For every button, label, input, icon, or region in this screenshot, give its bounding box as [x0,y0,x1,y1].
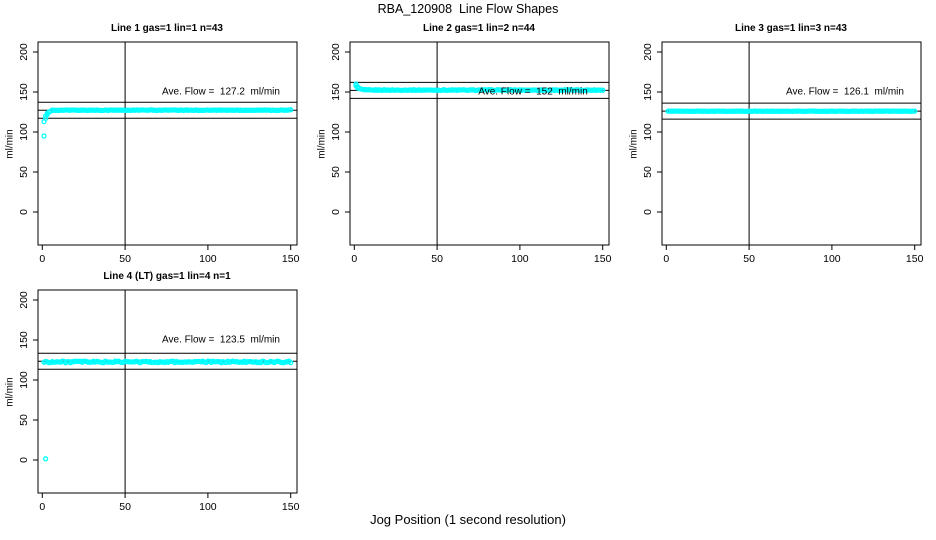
y-tick-label: 0 [330,209,342,215]
plot-area: 0 50 100 150 0 50 100 150 200 [18,41,300,265]
x-tick-label: 100 [511,253,529,265]
subplot-line-2: Line 2 gas=1 lin=2 n=44 ml/min 0 50 100 150… [312,18,624,270]
y-tick-label: 0 [18,457,30,463]
data-point [41,133,47,139]
y-tick-label: 150 [18,83,30,101]
plot-box [37,289,298,494]
data-point [42,456,49,462]
y-tick-label: 100 [642,123,654,141]
ave-flow-annotation: Ave. Flow = 127.2 ml/min [162,86,280,98]
x-tick-label: 50 [119,253,131,265]
y-tick-label: 150 [18,331,30,349]
y-tick-label: 50 [330,166,342,178]
plot-area: 0 50 100 150 0 50 100 150 200 [642,41,924,265]
x-tick-label: 0 [351,253,357,265]
x-tick-label: 150 [906,253,924,265]
x-tick-label: 0 [39,501,45,513]
ave-flow-annotation: Ave. Flow = 123.5 ml/min [162,334,280,346]
x-tick-label: 150 [282,253,300,265]
figure-title: RBA_120908 Line Flow Shapes [377,2,559,16]
x-tick-label: 50 [743,253,755,265]
y-tick-label: 100 [330,123,342,141]
y-tick-label: 200 [330,43,342,61]
y-tick-label: 200 [18,43,30,61]
x-tick-label: 100 [199,501,217,513]
data-point [288,107,294,113]
y-tick-label: 0 [642,209,654,215]
ave-flow-annotation: Ave. Flow = 126.1 ml/min [786,86,904,98]
x-tick-label: 0 [39,253,45,265]
plot-area: 0 50 100 150 0 50 100 150 200 [18,289,300,513]
x-tick-label: 150 [282,501,300,513]
x-tick-label: 100 [823,253,841,265]
y-tick-label: 100 [18,371,30,389]
y-tick-label: 150 [330,83,342,101]
data-point [288,359,294,366]
x-tick-label: 0 [663,253,669,265]
ave-flow-annotation: Ave. Flow = 152 ml/min [478,86,588,98]
subplot-title: Line 1 gas=1 lin=1 n=43 [110,23,224,34]
x-tick-label: 50 [431,253,443,265]
y-tick-label: 100 [18,123,30,141]
plot-area: 0 50 100 150 0 50 100 150 200 [330,41,612,265]
x-tick-label: 100 [199,253,217,265]
plot-box [349,41,610,246]
y-tick-label: 200 [18,291,30,309]
subplot-line-3: Line 3 gas=1 lin=3 n=43 ml/min 0 50 100 150… [624,18,936,270]
plot-box [37,41,298,246]
x-tick-label: 150 [594,253,612,265]
data-point [600,87,606,93]
y-tick-label: 0 [18,209,30,215]
y-tick-label: 200 [642,43,654,61]
x-axis-label: Jog Position (1 second resolution) [370,512,566,527]
plot-box [661,41,922,246]
x-tick-label: 50 [119,501,131,513]
subplot-line-1: Line 1 gas=1 lin=1 n=43 ml/min 0 50 100 150… [0,18,312,270]
y-tick-label: 50 [642,166,654,178]
subplot-line-4: Line 4 (LT) gas=1 lin=4 n=1 ml/min 0 50 10… [0,266,312,518]
y-tick-label: 150 [642,83,654,101]
y-tick-label: 50 [18,414,30,426]
data-point [912,108,918,114]
subplot-title: Line 3 gas=1 lin=3 n=43 [734,23,848,34]
subplot-title: Line 4 (LT) gas=1 lin=4 n=1 [103,271,231,282]
y-tick-label: 50 [18,166,30,178]
subplot-title: Line 2 gas=1 lin=2 n=44 [422,23,536,34]
